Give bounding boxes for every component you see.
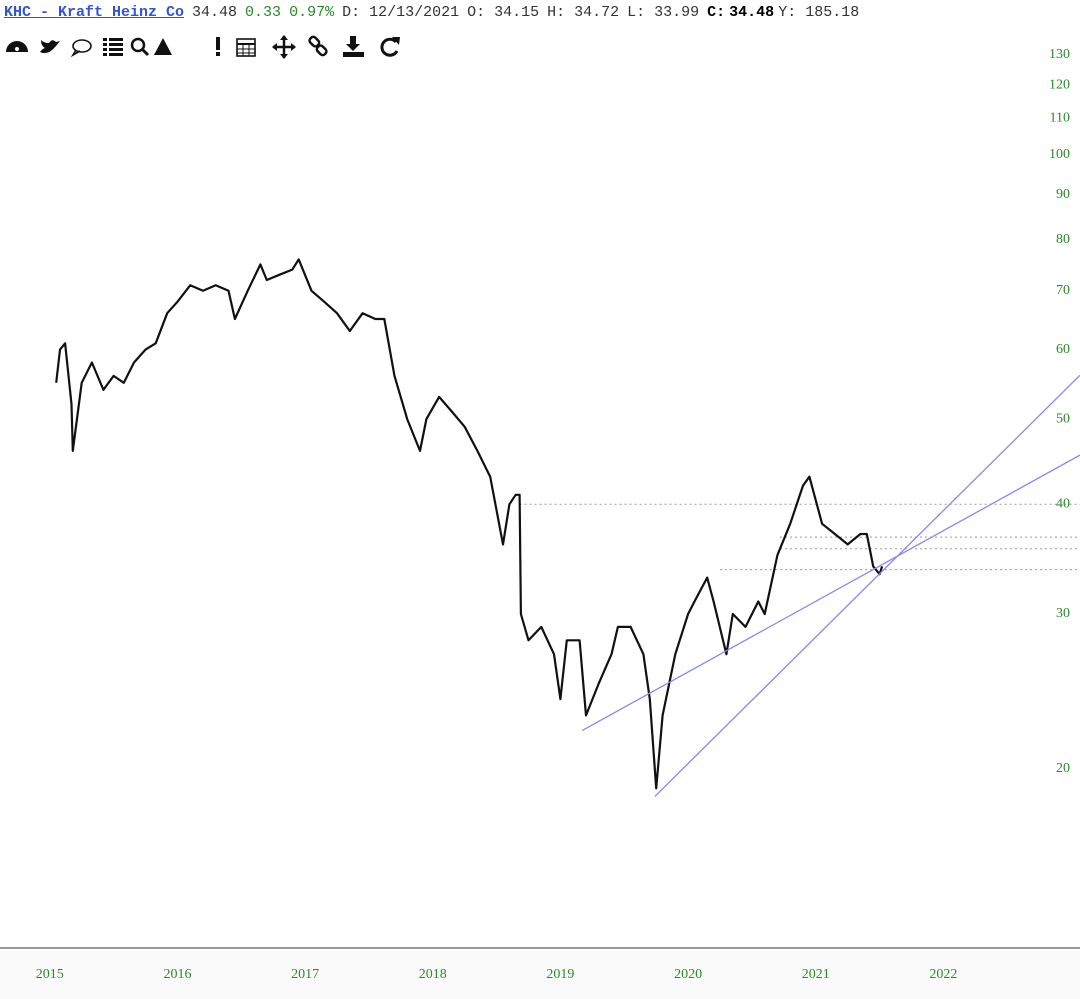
x-axis-band bbox=[0, 950, 1080, 999]
y-tick-label: 110 bbox=[1050, 111, 1070, 126]
x-tick-label: 2022 bbox=[929, 967, 957, 982]
quote-header: KHC - Kraft Heinz Co 34.48 0.33 0.97% D: 12/… bbox=[4, 4, 867, 21]
x-tick-label: 2020 bbox=[674, 967, 702, 982]
change: 0.33 bbox=[245, 4, 282, 21]
search-icon[interactable] bbox=[130, 37, 150, 57]
x-tick-label: 2015 bbox=[36, 967, 64, 982]
twitter-icon[interactable] bbox=[40, 40, 60, 54]
y-tick-label: 70 bbox=[1056, 283, 1070, 298]
y-tick-label: 60 bbox=[1056, 342, 1070, 357]
y-value: Y: 185.18 bbox=[778, 4, 860, 21]
refresh-icon[interactable] bbox=[380, 37, 400, 57]
download-icon[interactable] bbox=[343, 36, 364, 57]
y-tick-label: 30 bbox=[1056, 606, 1070, 621]
symbol-link[interactable]: KHC - Kraft Heinz Co bbox=[4, 4, 185, 21]
low: L: 33.99 bbox=[627, 4, 700, 21]
calendar-icon[interactable] bbox=[236, 38, 256, 57]
last-price: 34.48 bbox=[192, 4, 238, 21]
date: D: 12/13/2021 bbox=[342, 4, 460, 21]
x-tick-label: 2017 bbox=[291, 967, 319, 982]
change-pct: 0.97% bbox=[289, 4, 335, 21]
open: O: 34.15 bbox=[467, 4, 540, 21]
y-tick-label: 20 bbox=[1056, 761, 1070, 776]
x-tick-label: 2016 bbox=[163, 967, 191, 982]
x-tick-label: 2019 bbox=[546, 967, 574, 982]
alert-icon[interactable] bbox=[216, 37, 220, 56]
dashboard-icon[interactable] bbox=[6, 41, 28, 52]
move-icon[interactable] bbox=[272, 35, 296, 59]
link-icon[interactable] bbox=[308, 35, 328, 57]
y-tick-label: 80 bbox=[1056, 232, 1070, 247]
x-tick-label: 2018 bbox=[419, 967, 447, 982]
high: H: 34.72 bbox=[547, 4, 620, 21]
y-tick-label: 120 bbox=[1049, 77, 1070, 92]
y-tick-label: 130 bbox=[1049, 47, 1070, 62]
trend-line bbox=[654, 374, 1080, 797]
comment-icon[interactable] bbox=[70, 39, 92, 58]
y-tick-label: 40 bbox=[1056, 496, 1070, 511]
price-line bbox=[55, 258, 884, 790]
y-tick-label: 90 bbox=[1056, 187, 1070, 202]
trend-line bbox=[581, 454, 1080, 732]
y-tick-label: 50 bbox=[1056, 411, 1070, 426]
close-label: C: bbox=[707, 4, 726, 21]
close: 34.48 bbox=[729, 4, 775, 21]
triangle-icon[interactable] bbox=[154, 38, 172, 55]
y-tick-label: 100 bbox=[1049, 147, 1070, 162]
list-icon[interactable] bbox=[103, 38, 123, 56]
x-tick-label: 2021 bbox=[802, 967, 830, 982]
toolbar bbox=[6, 35, 400, 59]
